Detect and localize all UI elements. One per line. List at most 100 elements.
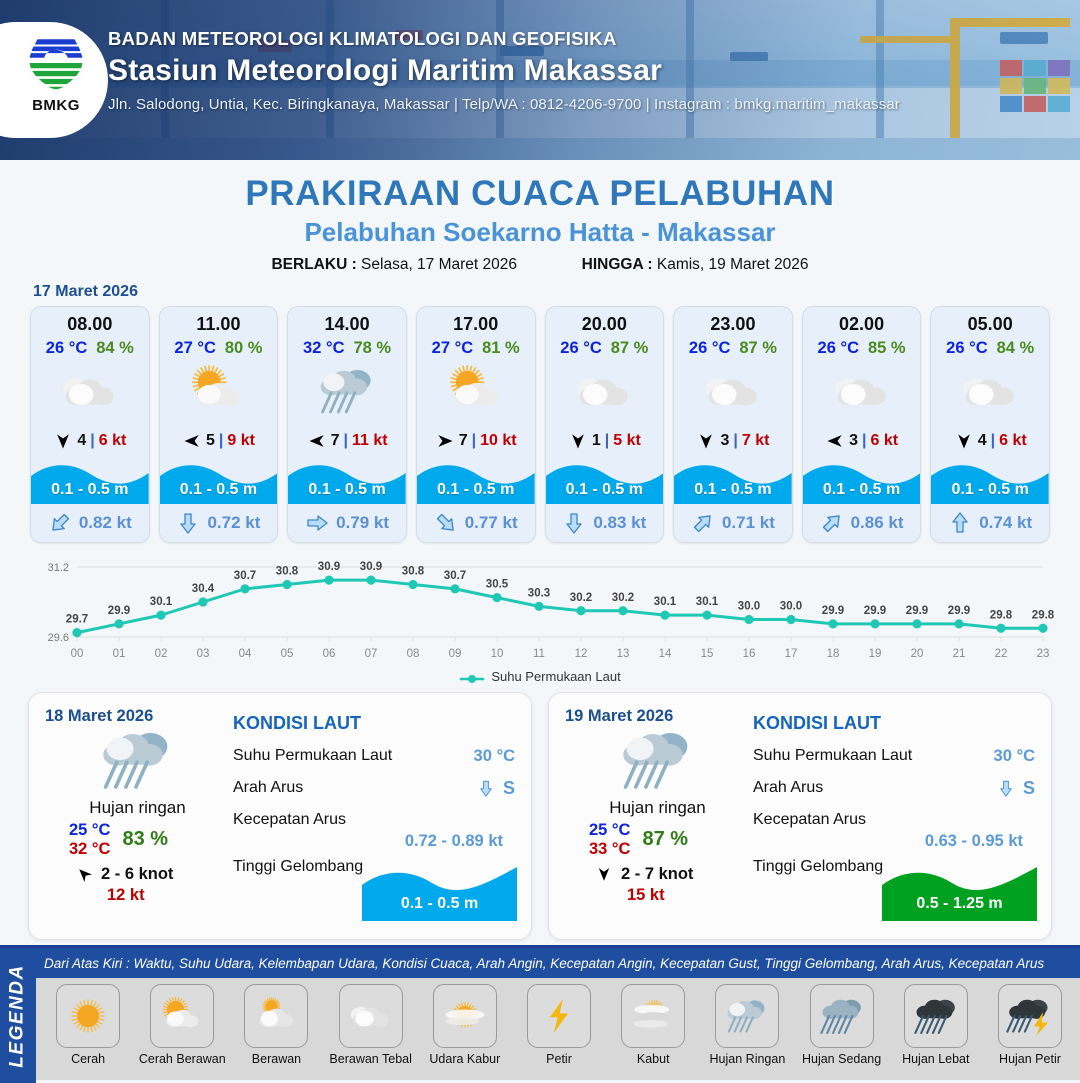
current-speed-label: Kecepatan Arus [233, 811, 346, 828]
wind-direction-arrow [700, 434, 713, 449]
card-wind-row: 7 | 10 kt [417, 422, 535, 460]
valid-until-label: HINGGA : [581, 256, 653, 273]
svg-text:31.2: 31.2 [48, 562, 69, 574]
card-wave-band: 0.1 - 0.5 m [931, 460, 1049, 504]
svg-text:30.0: 30.0 [738, 601, 760, 613]
daily-temp-max: 32 °C [69, 839, 111, 858]
card-weather-icon [803, 360, 921, 422]
card-current-row: 0.74 kt [931, 504, 1049, 542]
card-wave-band: 0.1 - 0.5 m [159, 460, 278, 504]
svg-text:20: 20 [911, 648, 924, 660]
svg-text:29.7: 29.7 [66, 614, 88, 626]
card-current-speed: 0.71 kt [721, 513, 775, 532]
svg-text:29.9: 29.9 [864, 605, 886, 617]
card-weather-icon [931, 360, 1049, 422]
card-separator: | [90, 432, 95, 449]
legend-icon-hujan-sedang [809, 984, 874, 1048]
svg-text:08: 08 [407, 648, 420, 660]
card-weather-icon [417, 360, 535, 422]
daily-condition: Hujan ringan [609, 798, 706, 817]
daily-temp-hum: 25 °C 32 °C 83 % [45, 821, 229, 859]
card-humidity: 78 % [353, 339, 392, 357]
svg-text:06: 06 [323, 648, 336, 660]
svg-text:30.1: 30.1 [654, 596, 677, 608]
card-current-row: 0.72 kt [160, 504, 278, 542]
svg-text:29.9: 29.9 [906, 605, 928, 617]
legend-item: Hujan Sedang [796, 984, 888, 1066]
card-wave-height: 0.1 - 0.5 m [822, 481, 901, 498]
sst-value: 30 °C [993, 746, 1035, 765]
current-dir-value: S [502, 777, 515, 798]
daily-weather-icon [565, 724, 749, 796]
svg-text:10: 10 [491, 648, 504, 660]
card-wind-row: 4 | 6 kt [31, 422, 149, 460]
svg-text:21: 21 [953, 648, 966, 660]
card-separator: | [733, 432, 738, 449]
svg-text:30.0: 30.0 [780, 601, 802, 613]
card-time: 05.00 [967, 314, 1013, 334]
current-direction-arrow [52, 513, 69, 531]
daily-condition: Hujan ringan [89, 798, 186, 817]
daily-wind-row: 2 - 6 knot [45, 865, 229, 884]
daily-panel: 18 Maret 2026 Hujan ringan 25 °C 32 °C 8… [28, 692, 532, 940]
sst-label: Suhu Permukaan Laut [753, 747, 913, 764]
svg-text:30.4: 30.4 [192, 583, 215, 595]
card-gust: 7 kt [741, 432, 770, 449]
current-speed-value: 0.72 - 0.89 kt [404, 832, 503, 850]
daily-wind-speed: 2 - 7 knot [621, 864, 694, 883]
svg-text:02: 02 [155, 648, 168, 660]
current-dir-value-cell: S [477, 777, 515, 799]
legend-item-label: Berawan Tebal [329, 1052, 412, 1066]
legend-icon-berawan-sun [244, 984, 309, 1048]
card-weather-icon [160, 360, 278, 422]
card-temperature: 26 °C [817, 339, 859, 357]
legend-icon-cerah-berawan [150, 984, 215, 1048]
card-wind-row: 3 | 7 kt [674, 422, 792, 460]
card-humidity: 84 % [996, 339, 1035, 357]
svg-text:22: 22 [995, 648, 1008, 660]
page-title: PRAKIRAAN CUACA PELABUHAN [245, 174, 835, 213]
legend-item-label: Hujan Lebat [902, 1052, 970, 1066]
wind-direction-arrow [827, 435, 842, 447]
hourly-card: 20.00 26 °C 87 % 1 | 5 kt 0.1 - 0.5 m [544, 306, 665, 543]
wind-direction-arrow [571, 434, 584, 449]
svg-text:30.7: 30.7 [444, 570, 466, 582]
card-wind-dir: 1 [591, 432, 601, 449]
card-temperature: 27 °C [174, 339, 216, 357]
card-separator: | [471, 432, 477, 449]
card-humidity: 80 % [224, 339, 263, 357]
card-current-speed: 0.72 kt [207, 513, 261, 532]
legend-item-label: Hujan Sedang [801, 1052, 882, 1066]
legend-icon-hujan-petir [997, 984, 1062, 1048]
legend-icon-list: Cerah Cerah Berawan Berawan [36, 978, 1080, 1083]
wind-direction-arrow [57, 434, 70, 449]
svg-text:29.8: 29.8 [990, 609, 1013, 621]
legend-item-label: Cerah Berawan [138, 1052, 226, 1066]
card-wave-band: 0.1 - 0.5 m [545, 460, 664, 504]
daily-date: 18 Maret 2026 [45, 707, 154, 725]
valid-from-value: Selasa, 17 Maret 2026 [361, 256, 518, 273]
daily-temp-max: 33 °C [589, 839, 631, 858]
chart-legend: Suhu Permukaan Laut [0, 669, 1080, 684]
svg-text:16: 16 [743, 648, 756, 660]
page-subtitle: Pelabuhan Soekarno Hatta - Makassar [304, 217, 776, 247]
wave-label: Tinggi Gelombang [753, 858, 884, 875]
svg-text:30.7: 30.7 [234, 570, 256, 582]
card-gust: 11 kt [351, 432, 388, 449]
card-time: 20.00 [581, 314, 627, 334]
hourly-forecast-row: 08.00 26 °C 84 % 4 | 6 kt 0.1 - 0.5 m [0, 306, 1080, 543]
current-dir-label: Arah Arus [753, 779, 824, 796]
hourly-card: 14.00 32 °C 78 % 7 | 11 kt 0.1 [287, 306, 407, 543]
card-wind-dir: 7 [458, 432, 468, 449]
legend-side-label: LEGENDA [7, 963, 28, 1068]
card-wind-dir: 5 [205, 432, 215, 449]
legend-item: Hujan Petir [984, 984, 1076, 1066]
contact-info: Jln. Salodong, Untia, Kec. Biringkanaya,… [108, 96, 900, 113]
legend-footer: LEGENDA Dari Atas Kiri : Waktu, Suhu Uda… [0, 945, 1080, 1083]
svg-text:15: 15 [701, 648, 714, 660]
legend-item-label: Hujan Ringan [709, 1052, 786, 1066]
card-temperature: 26 °C [688, 339, 731, 357]
card-wind-dir: 4 [977, 432, 987, 449]
card-current-row: 0.83 kt [546, 504, 664, 542]
current-speed-label: Kecepatan Arus [753, 811, 866, 828]
